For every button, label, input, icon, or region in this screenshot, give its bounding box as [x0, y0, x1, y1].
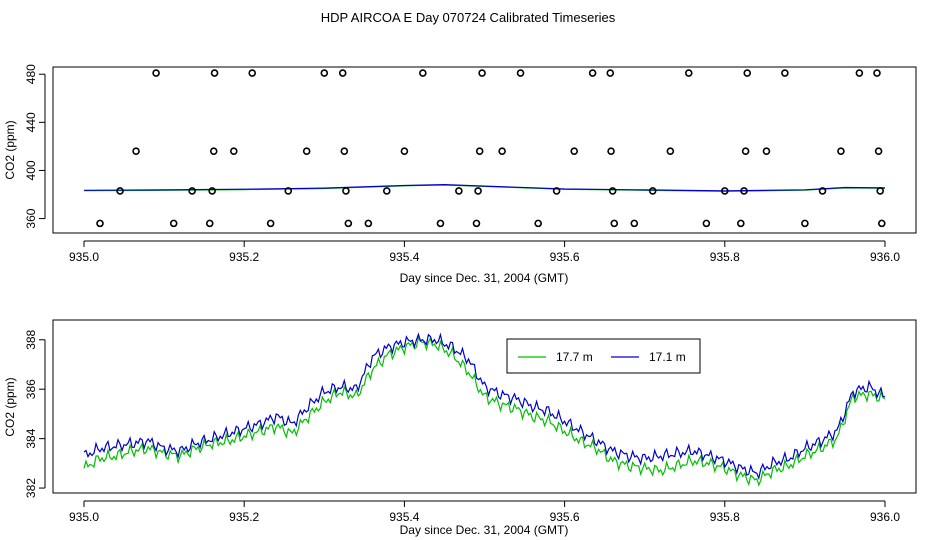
- calibration-point: [874, 147, 883, 156]
- calibration-point: [818, 187, 827, 195]
- calibration-point: [588, 69, 597, 77]
- calibration-point: [364, 219, 373, 228]
- calibration-x-tick-label: 935.4: [389, 250, 419, 264]
- calibration-point: [169, 219, 178, 228]
- calibration-point: [648, 187, 657, 195]
- calibration-point: [342, 187, 350, 195]
- calibration-point: [302, 147, 311, 156]
- calibration-x-tick-label: 935.6: [550, 250, 580, 264]
- calibration-x-tick-label: 936.0: [870, 250, 900, 264]
- calibration-plot-frame: [52, 66, 917, 234]
- timeseries-y-tick-label: 388: [24, 329, 38, 349]
- calibration-point: [702, 219, 711, 228]
- calibration-point: [516, 69, 525, 77]
- calibration-baseline-17-1m: [83, 183, 886, 192]
- timeseries-x-tick-label: 935.0: [69, 510, 99, 524]
- timeseries-y-axis-label: CO2 (ppm): [3, 377, 17, 436]
- calibration-point: [534, 219, 542, 228]
- calibration-point: [472, 219, 481, 228]
- calibration-point: [610, 219, 619, 228]
- calibration-point: [498, 147, 506, 156]
- calibration-point: [737, 219, 745, 228]
- calibration-point: [762, 147, 771, 156]
- calibration-x-tick-label: 935.0: [69, 250, 99, 264]
- calibration-point: [132, 147, 140, 156]
- calibration-point: [210, 69, 219, 77]
- calibration-point: [320, 69, 329, 77]
- calibration-point: [607, 147, 615, 156]
- calibration-point: [876, 187, 884, 195]
- calibration-point: [570, 147, 579, 156]
- calibration-point: [877, 219, 886, 228]
- timeseries-x-tick-label: 935.4: [389, 510, 419, 524]
- calibration-point: [436, 219, 445, 228]
- calibration-point: [608, 187, 617, 195]
- timeseries-line-17-7m: [83, 335, 886, 487]
- calibration-x-tick-label: 935.8: [710, 250, 740, 264]
- calibration-point: [743, 69, 752, 77]
- calibration-point: [229, 147, 238, 156]
- calibration-x-tick-label: 935.2: [229, 250, 259, 264]
- calibration-point: [552, 187, 561, 195]
- timeseries-y-tick-label: 384: [24, 428, 38, 448]
- calibration-point: [96, 219, 104, 228]
- legend-label-17-1m: 17.1 m: [649, 350, 686, 364]
- calibration-y-tick-label: 440: [24, 112, 38, 132]
- calibration-point: [116, 187, 124, 195]
- calibration-point: [606, 69, 615, 77]
- legend: 17.7 m 17.1 m: [506, 338, 701, 374]
- calibration-point: [344, 219, 353, 228]
- calibration-point: [266, 219, 275, 228]
- calibration-point: [188, 187, 196, 195]
- calibration-point: [419, 69, 427, 77]
- timeseries-plot-frame: [52, 319, 917, 494]
- calibration-point: [205, 219, 214, 228]
- calibration-point: [781, 69, 789, 77]
- timeseries-y-tick-label: 386: [24, 379, 38, 399]
- calibration-point: [152, 69, 160, 77]
- legend-box: [506, 338, 701, 374]
- figure-title: HDP AIRCOA E Day 070724 Calibrated Times…: [321, 10, 616, 25]
- calibration-point: [400, 147, 409, 156]
- calibration-y-tick-label: 360: [24, 208, 38, 228]
- calibration-point: [855, 69, 864, 77]
- timeseries-panel: 935.0 935.2 935.4 935.6 935.8 936.0 382 384 386…: [3, 319, 917, 537]
- timeseries-x-tick-label: 935.6: [550, 510, 580, 524]
- calibration-point: [478, 69, 486, 77]
- timeseries-line-17-1m: [83, 332, 885, 481]
- timeseries-x-tick-label: 935.2: [229, 510, 259, 524]
- calibration-point: [837, 147, 845, 156]
- calibration-y-tick-label: 400: [24, 160, 38, 180]
- calibration-point: [720, 187, 729, 195]
- timeseries-y-tick-label: 382: [24, 478, 38, 498]
- calibration-panel: 935.0 935.2 935.4 935.6 935.8 936.0 360 400 440…: [3, 64, 917, 285]
- calibration-point: [208, 187, 216, 195]
- calibration-point: [684, 69, 693, 77]
- calibration-point: [209, 147, 218, 156]
- calibration-point: [474, 187, 482, 195]
- calibration-point: [382, 187, 391, 195]
- calibration-point: [338, 69, 347, 77]
- calibration-point: [873, 69, 881, 77]
- calibration-point: [284, 187, 293, 195]
- calibration-point: [740, 187, 748, 195]
- calibration-point: [666, 147, 675, 156]
- calibration-point: [801, 219, 809, 228]
- calibration-point: [455, 187, 463, 195]
- timeseries-x-tick-label: 936.0: [870, 510, 900, 524]
- calibration-point: [248, 69, 257, 77]
- calibration-x-axis-label: Day since Dec. 31, 2004 (GMT): [400, 271, 569, 285]
- timeseries-x-tick-label: 935.8: [710, 510, 740, 524]
- calibration-point: [630, 219, 639, 228]
- calibration-y-tick-label: 480: [24, 64, 38, 84]
- legend-label-17-7m: 17.7 m: [556, 350, 593, 364]
- calibration-point: [340, 147, 349, 156]
- timeseries-x-axis-label: Day since Dec. 31, 2004 (GMT): [400, 523, 569, 537]
- calibration-y-axis-label: CO2 (ppm): [3, 120, 17, 179]
- calibration-point: [475, 147, 484, 156]
- calibration-point: [741, 147, 750, 156]
